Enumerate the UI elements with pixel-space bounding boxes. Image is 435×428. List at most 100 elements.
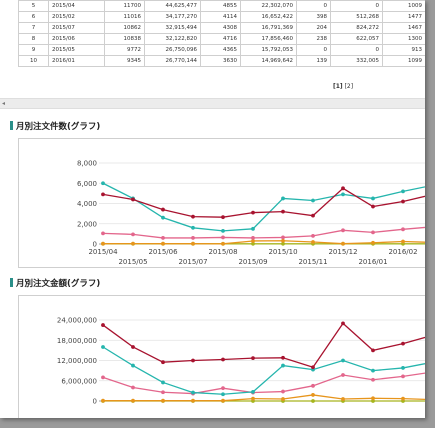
series-line bbox=[102, 322, 425, 369]
table-cell: 2015/06 bbox=[48, 33, 105, 45]
series-line bbox=[102, 187, 425, 218]
data-point bbox=[221, 392, 225, 397]
table-cell: 26,750,096 bbox=[144, 44, 201, 56]
table-cell: 1467 bbox=[382, 22, 425, 34]
order-amount-chart-panel: 24,000,000 18,000,000 12,000,000 6,000,000 0 bbox=[18, 295, 425, 418]
table-cell: 1477 bbox=[382, 11, 425, 23]
table-cell: 0 bbox=[330, 0, 383, 12]
y-tick-label: 6,000,000 bbox=[61, 377, 97, 385]
data-point bbox=[401, 239, 405, 244]
data-point bbox=[161, 398, 165, 403]
data-point bbox=[311, 198, 315, 203]
data-point bbox=[401, 366, 405, 370]
order-count-chart-panel: 8,000 6,000 4,000 2,000 0 2015/04 2015/06 2015/… bbox=[18, 138, 425, 268]
data-point bbox=[251, 396, 255, 401]
order-amount-chart-title: 月別注文金額(グラフ) bbox=[10, 277, 100, 289]
data-point bbox=[131, 363, 135, 368]
page-2-link[interactable]: [2] bbox=[344, 83, 354, 90]
data-point bbox=[341, 358, 345, 363]
series-line bbox=[102, 240, 425, 245]
table-cell: 5 bbox=[18, 0, 49, 12]
table-cell: 0 bbox=[296, 0, 331, 12]
data-point bbox=[221, 228, 225, 233]
x-tick-label: 2016/02 bbox=[388, 248, 417, 256]
table-cell: 0 bbox=[330, 44, 383, 56]
data-point bbox=[161, 390, 165, 395]
data-point bbox=[161, 360, 165, 365]
data-point bbox=[221, 398, 225, 403]
y-tick-label: 6,000 bbox=[77, 180, 97, 188]
data-point bbox=[311, 240, 315, 244]
y-tick-label: 2,000 bbox=[77, 220, 97, 228]
table-cell: 11700 bbox=[104, 0, 145, 12]
x-tick-label: 2015/04 bbox=[88, 248, 118, 256]
data-point bbox=[341, 241, 345, 246]
table-cell: 913 bbox=[382, 44, 425, 56]
x-tick-label: 2015/06 bbox=[148, 248, 178, 256]
table-cell: 14,969,642 bbox=[240, 55, 297, 67]
table-cell: 3630 bbox=[200, 55, 241, 67]
table-cell: 4855 bbox=[200, 0, 241, 12]
table-cell: 512,268 bbox=[330, 11, 383, 23]
table-cell: 15,792,053 bbox=[240, 44, 297, 56]
data-point bbox=[251, 241, 255, 246]
table-row: 10 2016/01 9345 26,770,144 3630 14,969,642 139… bbox=[18, 55, 425, 67]
data-point bbox=[251, 239, 255, 243]
data-point bbox=[341, 186, 345, 191]
table-cell: 16,791,369 bbox=[240, 22, 297, 34]
report-window: 5 2015/04 11700 44,625,477 4855 22,302,070 0 0 1… bbox=[0, 0, 425, 418]
horizontal-scrollbar[interactable]: ◂ bbox=[0, 98, 425, 109]
data-point bbox=[371, 348, 375, 353]
table-cell: 9 bbox=[18, 44, 49, 56]
table-cell: 2015/02 bbox=[48, 11, 105, 23]
data-point bbox=[101, 231, 105, 236]
table-row: 7 2015/07 10862 32,915,494 4308 16,791,369 204… bbox=[18, 22, 425, 34]
data-point bbox=[191, 236, 195, 240]
data-point bbox=[131, 197, 135, 202]
data-point bbox=[311, 213, 315, 218]
data-point bbox=[371, 368, 375, 373]
table-cell: 4365 bbox=[200, 44, 241, 56]
table-cell: 6 bbox=[18, 11, 49, 23]
table-cell: 1300 bbox=[382, 33, 425, 45]
data-point bbox=[341, 192, 345, 197]
table-cell: 238 bbox=[296, 33, 331, 45]
data-point bbox=[101, 375, 105, 380]
scroll-left-arrow-icon[interactable]: ◂ bbox=[2, 100, 6, 107]
data-point bbox=[191, 241, 195, 246]
data-point bbox=[371, 377, 375, 382]
x-tick-label: 2015/11 bbox=[298, 258, 327, 266]
data-point bbox=[191, 214, 195, 219]
data-point bbox=[191, 225, 195, 230]
data-point bbox=[371, 230, 375, 235]
data-point bbox=[221, 215, 225, 220]
data-point bbox=[221, 386, 225, 391]
table-cell: 2016/01 bbox=[48, 55, 105, 67]
data-point bbox=[311, 393, 315, 397]
data-point bbox=[101, 192, 105, 197]
x-tick-label: 2015/08 bbox=[208, 248, 237, 256]
y-tick-label: 4,000 bbox=[77, 200, 97, 208]
order-amount-chart: 24,000,000 18,000,000 12,000,000 6,000,000 0 bbox=[57, 317, 425, 406]
table-cell: 10 bbox=[18, 55, 49, 67]
table-row: 8 2015/06 10838 32,122,820 4716 17,856,460 238… bbox=[18, 33, 425, 45]
x-tick-label: 2015/09 bbox=[238, 258, 267, 266]
data-point bbox=[221, 357, 225, 362]
data-point bbox=[401, 199, 405, 204]
data-point bbox=[311, 234, 315, 238]
x-tick-label: 2016/01 bbox=[358, 258, 387, 266]
series-line bbox=[102, 372, 425, 395]
table-cell: 4308 bbox=[200, 22, 241, 34]
series-line bbox=[102, 346, 425, 395]
data-point bbox=[161, 207, 165, 212]
data-point bbox=[251, 210, 255, 215]
data-point bbox=[131, 241, 135, 246]
y-tick-label: 0 bbox=[93, 398, 97, 406]
data-point bbox=[401, 396, 405, 401]
data-point bbox=[101, 345, 105, 349]
table-cell: 8 bbox=[18, 33, 49, 45]
data-point bbox=[221, 241, 225, 246]
order-count-chart-title-text: 月別注文件数(グラフ) bbox=[16, 122, 101, 132]
data-point bbox=[161, 215, 165, 220]
